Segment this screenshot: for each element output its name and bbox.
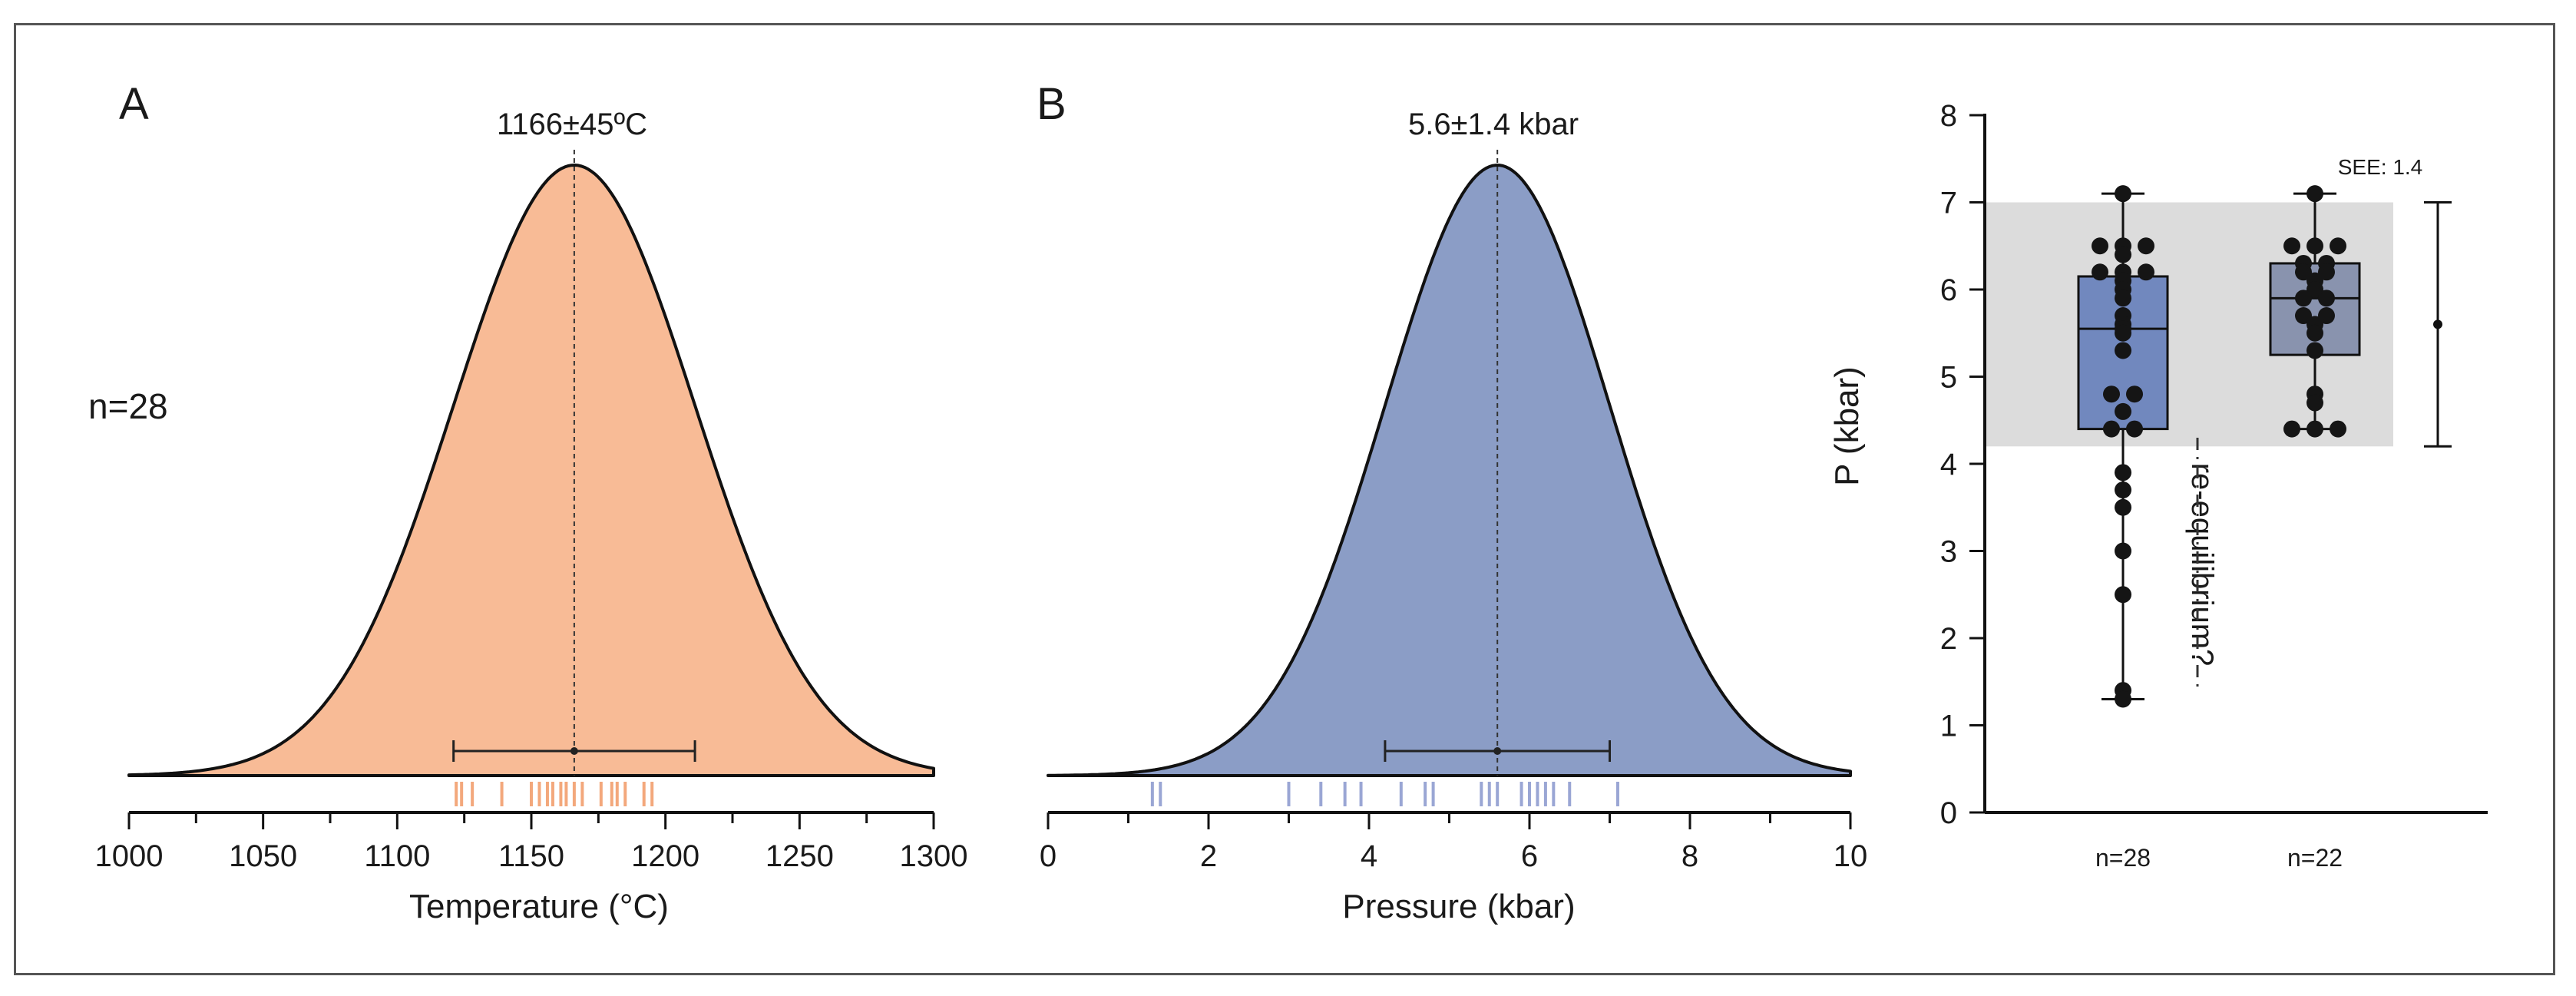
data-point <box>2115 690 2131 708</box>
data-point <box>2115 246 2131 263</box>
x-tick-label: 1200 <box>631 839 699 873</box>
x-tick-label: 1050 <box>229 839 297 873</box>
x-tick-label: 8 <box>1682 839 1698 873</box>
panel-b-x-axis-title: Pressure (kbar) <box>1342 888 1575 925</box>
data-point <box>2115 498 2131 516</box>
data-point <box>2306 185 2323 203</box>
panel-c: P (kbar) SEE: 1.4 re-equilibrium? 0 1 2 3 4 5… <box>1828 99 2488 872</box>
y-tick-label: 6 <box>1940 273 1957 307</box>
re-equilibrium-annotation: re-equilibrium? <box>2185 463 2219 667</box>
data-point <box>2115 185 2131 203</box>
y-tick-label: 7 <box>1940 187 1957 220</box>
data-point <box>2092 263 2108 281</box>
data-point <box>2283 420 2300 438</box>
y-tick-label: 1 <box>1940 710 1957 743</box>
box-category-label: n=28 <box>2095 844 2151 872</box>
x-tick-label: 1100 <box>364 839 430 873</box>
data-point <box>2330 237 2346 255</box>
data-point <box>2295 307 2312 325</box>
x-tick-label: 6 <box>1521 839 1538 873</box>
data-point <box>2115 290 2131 307</box>
panel-b: B 5.6±1.4 kbar Pressure (kbar) 0 2 4 6 8 10 <box>1037 79 1867 925</box>
data-point <box>2126 420 2143 438</box>
density-curve <box>127 164 935 777</box>
y-tick-label: 8 <box>1940 99 1957 133</box>
data-point <box>2306 324 2323 342</box>
data-point <box>2318 307 2335 325</box>
data-point <box>2115 542 2131 560</box>
data-point <box>2138 263 2154 281</box>
data-point <box>2306 420 2323 438</box>
data-point <box>2092 237 2108 255</box>
data-point <box>2115 402 2131 420</box>
panel-a-x-axis-title: Temperature (°C) <box>409 888 669 925</box>
x-tick-label: 10 <box>1834 839 1868 873</box>
data-point <box>2115 464 2131 481</box>
sample-count-label: n=28 <box>88 386 168 426</box>
x-tick-label: 1250 <box>766 839 834 873</box>
y-tick-label: 3 <box>1940 535 1957 569</box>
data-point <box>2295 290 2312 307</box>
data-point <box>2330 420 2346 438</box>
data-point <box>2103 385 2120 403</box>
panel-a-label: A <box>119 79 149 129</box>
data-point <box>2115 481 2131 499</box>
y-tick-label: 5 <box>1940 361 1957 395</box>
data-point <box>2115 342 2131 359</box>
x-tick-label: 2 <box>1200 839 1217 873</box>
data-point <box>2306 394 2323 412</box>
see-center-point <box>2433 319 2442 329</box>
density-curve <box>1047 164 1852 777</box>
panel-b-annotation: 5.6±1.4 kbar <box>1408 108 1579 141</box>
y-tick-label: 4 <box>1940 448 1957 481</box>
data-point <box>2115 586 2131 604</box>
data-point <box>2306 281 2323 298</box>
data-point <box>2318 263 2335 281</box>
mean-point <box>1493 747 1502 755</box>
y-tick-label: 2 <box>1940 622 1957 656</box>
panel-a: A 1166±45ºC n=28 Temperature (°C) 1000 10… <box>88 79 967 925</box>
mean-point <box>570 747 578 755</box>
see-label: SEE: 1.4 <box>2338 155 2423 179</box>
x-tick-label: 1000 <box>95 839 164 873</box>
data-point <box>2283 237 2300 255</box>
x-tick-label: 1300 <box>900 839 968 873</box>
data-point <box>2138 237 2154 255</box>
data-point <box>2318 290 2335 307</box>
panel-a-annotation: 1166±45ºC <box>497 108 647 141</box>
panel-b-label: B <box>1037 79 1066 129</box>
x-tick-label: 1150 <box>498 839 564 873</box>
x-tick-label: 4 <box>1361 839 1377 873</box>
data-point <box>2306 342 2323 359</box>
x-tick-label: 0 <box>1040 839 1057 873</box>
y-tick-label: 0 <box>1940 796 1957 830</box>
data-point <box>2103 420 2120 438</box>
panel-c-y-axis-title: P (kbar) <box>1828 366 1866 486</box>
data-point <box>2295 263 2312 281</box>
data-point <box>2306 237 2323 255</box>
data-point <box>2115 324 2131 342</box>
box-category-label: n=22 <box>2287 844 2343 872</box>
data-point <box>2126 385 2143 403</box>
